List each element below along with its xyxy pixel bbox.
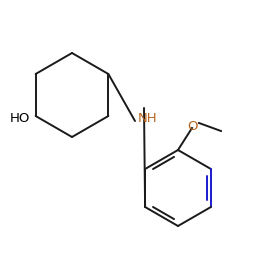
Text: NH: NH [138,112,158,124]
Text: HO: HO [9,112,30,124]
Text: O: O [188,120,198,133]
